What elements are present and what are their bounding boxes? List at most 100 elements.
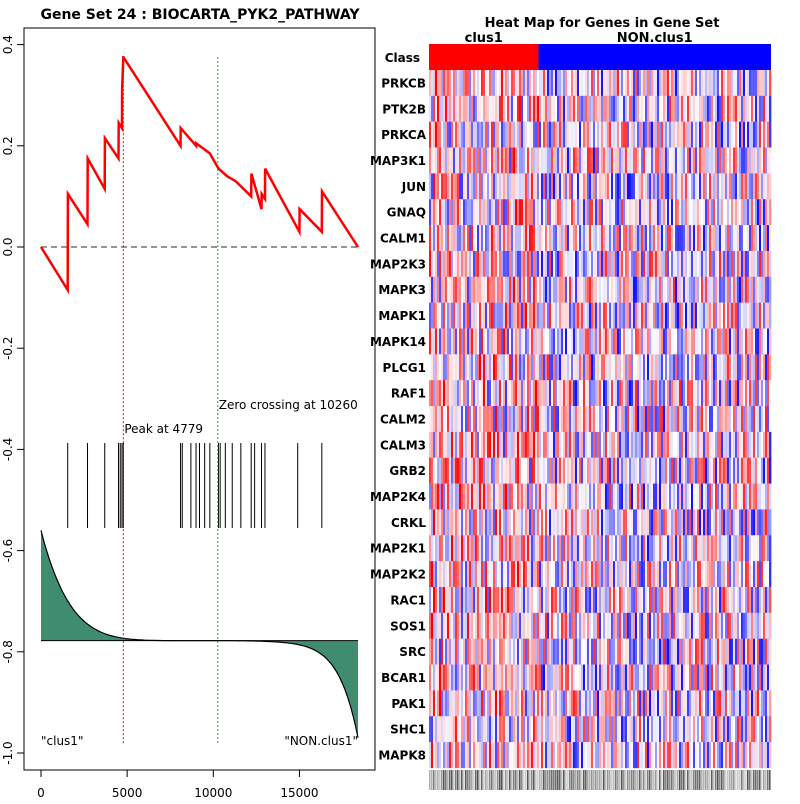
heatmap-cell [671,535,674,562]
heatmap-cell [587,664,590,691]
heatmap-cell [545,354,548,381]
heatmap-cell [559,406,562,433]
heatmap-cell [635,380,638,407]
heatmap-row [429,225,772,252]
heatmap-cell [567,509,570,536]
heatmap-cell [689,199,692,226]
heatmap-cell [671,354,674,381]
heatmap-cell [537,561,540,588]
heatmap-cell [711,716,714,743]
heatmap-cell [579,70,582,97]
heatmap-cell [545,561,548,588]
heatmap-cell [759,328,762,355]
heatmap-cell [657,587,660,614]
heatmap-cell [525,612,528,639]
heatmap-cell [761,70,764,97]
heatmap-cell [485,509,488,536]
heatmap-cell [497,406,500,433]
heatmap-cell [711,561,714,588]
heatmap-cell [669,716,672,743]
heatmap-cell [513,483,516,510]
heatmap-cell [463,199,466,226]
heatmap-cell [577,509,580,536]
heatmap-cell [749,121,752,148]
heatmap-cell [617,742,620,769]
heatmap-cell [523,509,526,536]
heatmap-cell [617,638,620,665]
heatmap-cell [487,121,490,148]
heatmap-cell [469,250,472,277]
heatmap-cell [535,173,538,200]
heatmap-cell [605,483,608,510]
heatmap-cell [647,716,650,743]
heatmap-cell [449,742,452,769]
heatmap-cell [607,638,610,665]
heatmap-cell [517,406,520,433]
heatmap-cell [673,121,676,148]
heatmap-cell [453,225,456,252]
heatmap-cell [733,121,736,148]
heatmap-cell [625,716,628,743]
heatmap-cell [765,612,768,639]
heatmap-cell [489,457,492,484]
heatmap-cell [515,147,518,174]
heatmap-cell [547,664,550,691]
heatmap-cell [727,587,730,614]
heatmap-cell [511,406,514,433]
heatmap-cell [457,664,460,691]
heatmap-cell [751,638,754,665]
heatmap-cell [625,121,628,148]
heatmap-cell [577,664,580,691]
heatmap-cell [667,380,670,407]
heatmap-cell [457,302,460,329]
heatmap-cell [689,121,692,148]
gene-label: CALM3 [380,438,426,452]
heatmap-cell [531,483,534,510]
heatmap-cell [545,147,548,174]
heatmap-cell [527,276,530,303]
heatmap-cell [749,742,752,769]
heatmap-cell [585,509,588,536]
heatmap-cell [679,380,682,407]
heatmap-cell [633,638,636,665]
heatmap-cell [503,276,506,303]
heatmap-cell [521,690,524,717]
heatmap-cell [753,638,756,665]
heatmap-cell [741,535,744,562]
heatmap-cell [731,276,734,303]
heatmap-cell [669,328,672,355]
heatmap-row [429,561,772,588]
heatmap-cell [679,328,682,355]
heatmap-cell [685,95,688,122]
footer-mark [591,770,593,790]
heatmap-cell [615,561,618,588]
heatmap-cell [765,380,768,407]
heatmap-cell [443,199,446,226]
heatmap-cell [547,690,550,717]
heatmap-cell [769,199,772,226]
heatmap-cell [547,561,550,588]
heatmap-cell [729,147,732,174]
heatmap-cell [493,716,496,743]
heatmap-cell [747,302,750,329]
heatmap-cell [709,380,712,407]
heatmap-cell [675,612,678,639]
heatmap-cell [501,225,504,252]
heatmap-cell [743,250,746,277]
heatmap-cell [499,380,502,407]
heatmap-cell [527,225,530,252]
heatmap-cell [663,612,666,639]
footer-mark [757,770,759,790]
heatmap-cell [679,173,682,200]
heatmap-cell [587,147,590,174]
heatmap-cell [455,561,458,588]
heatmap-cell [529,509,532,536]
heatmap-cell [571,121,574,148]
heatmap-cell [719,483,722,510]
footer-mark [627,770,629,790]
heatmap-cell [687,250,690,277]
heatmap-cell [681,225,684,252]
heatmap-cell [471,250,474,277]
footer-mark [547,770,549,790]
heatmap-cell [487,664,490,691]
